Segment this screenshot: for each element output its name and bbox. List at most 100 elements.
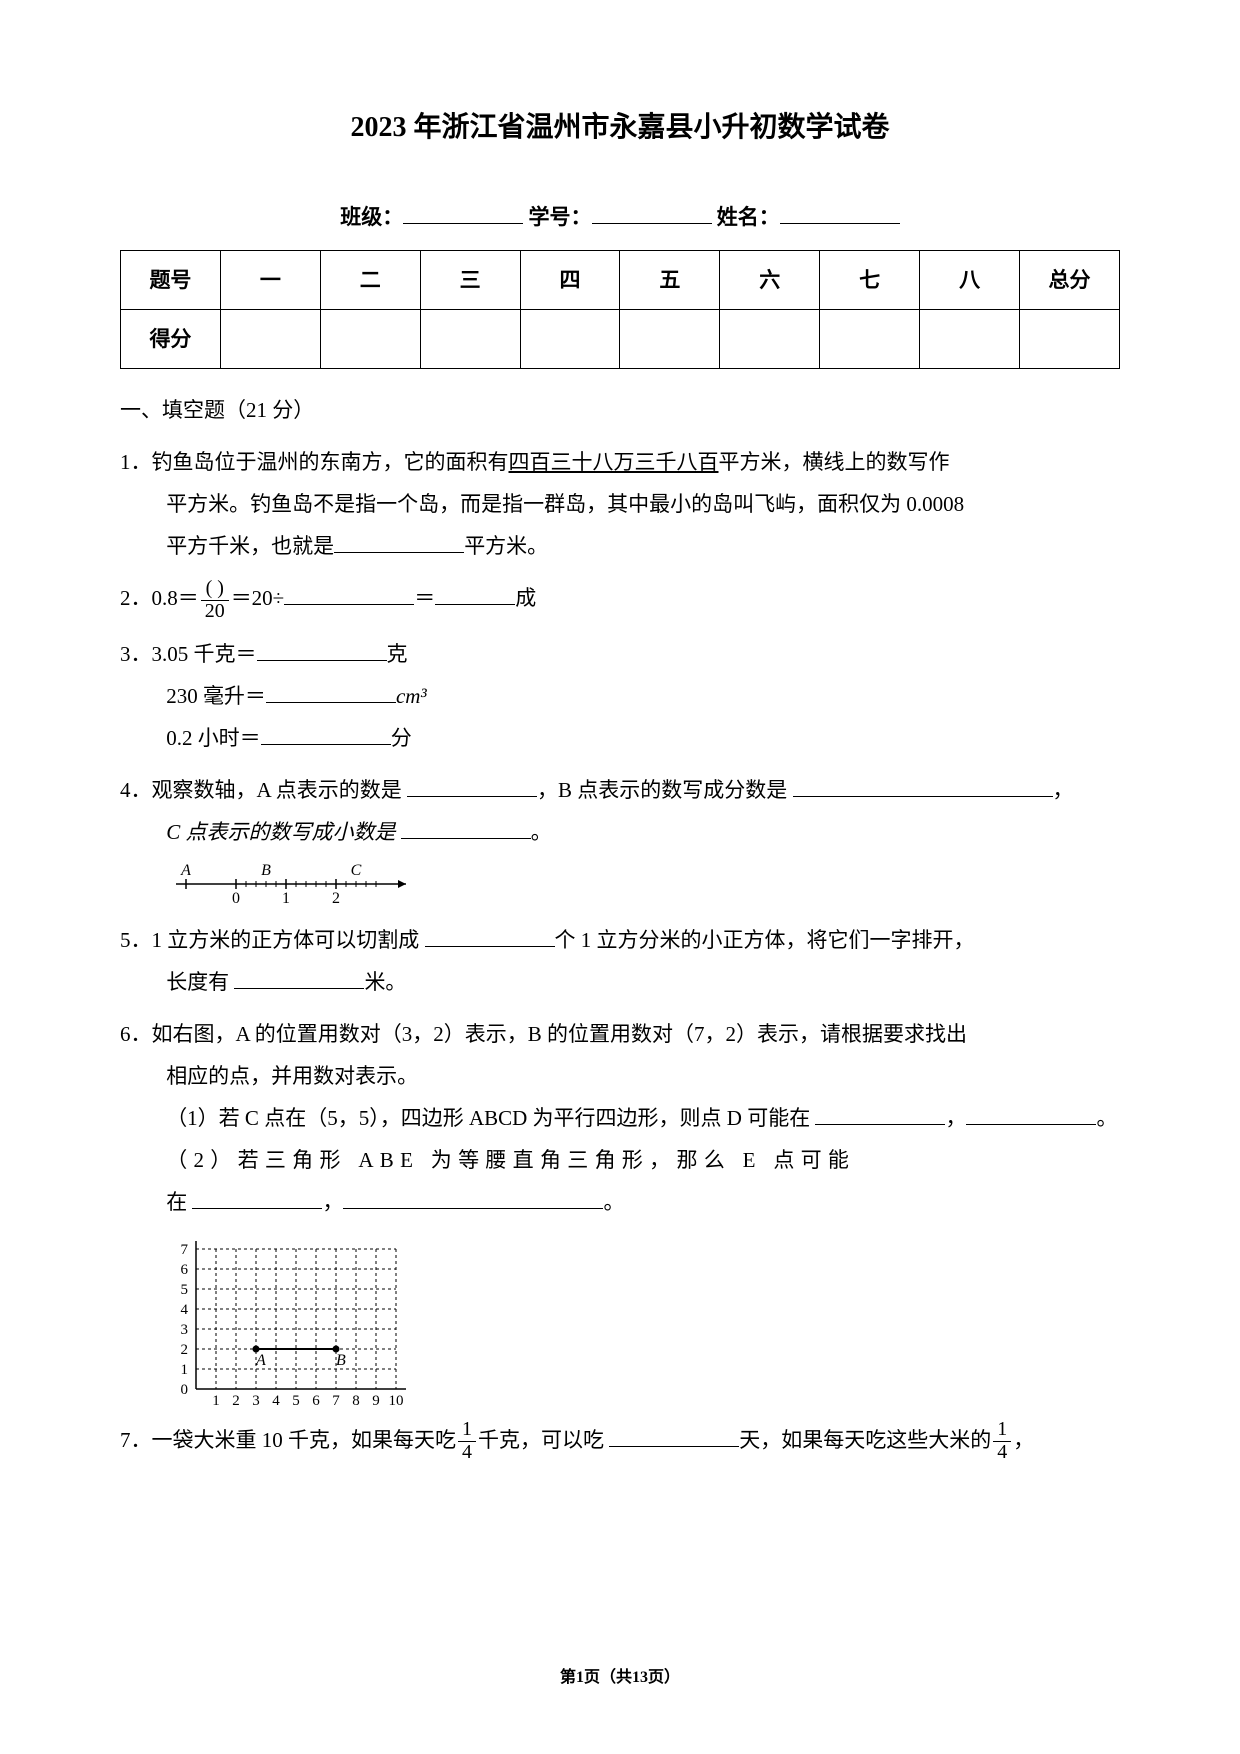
q2-blank2[interactable] xyxy=(435,581,515,605)
cell-2[interactable] xyxy=(320,310,420,369)
cell-1[interactable] xyxy=(220,310,320,369)
q6-line2: 相应的点，并用数对表示。 xyxy=(120,1055,1120,1097)
exam-title: 2023 年浙江省温州市永嘉县小升初数学试卷 xyxy=(120,100,1120,156)
q2-t4: 成 xyxy=(515,586,536,610)
svg-text:B: B xyxy=(336,1352,346,1369)
svg-text:0: 0 xyxy=(181,1382,189,1398)
cell-total[interactable] xyxy=(1020,310,1120,369)
q6-p1a: （1）若 C 点在（5，5），四边形 ABCD 为平行四边形，则点 D 可能在 xyxy=(166,1106,810,1130)
q3-blank1[interactable] xyxy=(257,637,387,661)
q2-blank1[interactable] xyxy=(284,581,414,605)
col-2: 二 xyxy=(320,251,420,310)
row-label: 得分 xyxy=(121,310,221,369)
q4-t1: 观察数轴，A 点表示的数是 xyxy=(152,778,402,802)
q2-t3: ＝ xyxy=(414,586,435,610)
q5-blank2[interactable] xyxy=(234,965,364,989)
q7-t1: 一袋大米重 10 千克，如果每天吃 xyxy=(152,1428,457,1452)
svg-text:6: 6 xyxy=(181,1262,189,1278)
id-blank[interactable] xyxy=(592,200,712,224)
q6-p2b: 在 xyxy=(166,1190,187,1214)
svg-text:1: 1 xyxy=(282,890,290,907)
q6-part2: （2）若三角形 ABE 为等腰直角三角形，那么 E 点可能 xyxy=(120,1139,1120,1181)
cell-3[interactable] xyxy=(420,310,520,369)
q7-frac1: 14 xyxy=(458,1419,476,1464)
q1-line3: 平方千米，也就是平方米。 xyxy=(120,525,1120,567)
q6-num: 6． xyxy=(120,1013,152,1055)
q6-p2a: （2）若三角形 ABE 为等腰直角三角形，那么 E 点可能 xyxy=(166,1148,855,1172)
col-5: 五 xyxy=(620,251,720,310)
question-3: 3．3.05 千克＝克 230 毫升＝cm³ 0.2 小时＝分 xyxy=(120,633,1120,759)
q7-f1-bot: 4 xyxy=(458,1442,476,1464)
svg-text:4: 4 xyxy=(181,1302,189,1318)
q6-t1: 如右图，A 的位置用数对（3，2）表示，B 的位置用数对（7，2）表示，请根据要… xyxy=(152,1022,968,1046)
question-7: 7．一袋大米重 10 千克，如果每天吃14千克，可以吃 天，如果每天吃这些大米的… xyxy=(120,1419,1120,1465)
name-blank[interactable] xyxy=(780,200,900,224)
cell-8[interactable] xyxy=(920,310,1020,369)
q1-line2: 平方米。钓鱼岛不是指一个岛，而是指一群岛，其中最小的岛叫飞屿，面积仅为 0.00… xyxy=(120,483,1120,525)
svg-text:3: 3 xyxy=(252,1393,260,1409)
q7-f2-bot: 4 xyxy=(993,1442,1011,1464)
q7-blank1[interactable] xyxy=(609,1423,739,1447)
q3-blank3[interactable] xyxy=(261,721,391,745)
svg-text:2: 2 xyxy=(332,890,340,907)
number-line-figure: A B C 0 1 2 xyxy=(166,859,426,909)
svg-text:2: 2 xyxy=(181,1342,189,1358)
svg-text:1: 1 xyxy=(212,1393,220,1409)
q6-p2-blank1[interactable] xyxy=(192,1185,322,1209)
svg-text:9: 9 xyxy=(372,1393,380,1409)
svg-text:5: 5 xyxy=(181,1282,189,1298)
student-info-line: 班级： 学号： 姓名： xyxy=(120,196,1120,238)
q5-blank1[interactable] xyxy=(425,923,555,947)
q6-p1-blank2[interactable] xyxy=(966,1101,1096,1125)
svg-text:0: 0 xyxy=(232,890,240,907)
svg-text:7: 7 xyxy=(181,1242,189,1258)
svg-text:A: A xyxy=(180,862,191,879)
q3-blank2[interactable] xyxy=(266,679,396,703)
q1-t1: 钓鱼岛位于温州的东南方，它的面积有 xyxy=(152,450,509,474)
svg-text:4: 4 xyxy=(272,1393,280,1409)
q4-num: 4． xyxy=(120,769,152,811)
q6-p1b: ， xyxy=(945,1106,966,1130)
coordinate-grid-figure: 7 6 5 4 3 2 1 0 1 2 3 4 5 6 7 8 9 10 A B xyxy=(166,1229,426,1409)
q6-p2-blank2[interactable] xyxy=(343,1185,603,1209)
cell-6[interactable] xyxy=(720,310,820,369)
score-table: 题号 一 二 三 四 五 六 七 八 总分 得分 xyxy=(120,250,1120,369)
svg-text:6: 6 xyxy=(312,1393,320,1409)
score-value-row: 得分 xyxy=(121,310,1120,369)
q4-blank2[interactable] xyxy=(793,773,1053,797)
section1-title: 一、填空题（21 分） xyxy=(120,389,1120,431)
page-footer: 第1页（共13页） xyxy=(0,1662,1240,1694)
col-total: 总分 xyxy=(1020,251,1120,310)
cell-7[interactable] xyxy=(820,310,920,369)
q3-l2a: 230 毫升＝ xyxy=(166,684,266,708)
q7-t3: 天，如果每天吃这些大米的 xyxy=(739,1428,991,1452)
q6-p2c: ， xyxy=(322,1190,343,1214)
q3-num: 3． xyxy=(120,633,152,675)
q5-num: 5． xyxy=(120,919,152,961)
q6-p2d: 。 xyxy=(603,1190,624,1214)
svg-text:8: 8 xyxy=(352,1393,360,1409)
svg-text:A: A xyxy=(255,1352,266,1369)
q1-t2: 平方米，横线上的数写作 xyxy=(719,450,950,474)
col-4: 四 xyxy=(520,251,620,310)
question-5: 5．1 立方米的正方体可以切割成 个 1 立方分米的小正方体，将它们一字排开， … xyxy=(120,919,1120,1003)
q3-l1b: 克 xyxy=(387,642,408,666)
col-1: 一 xyxy=(220,251,320,310)
q4-line2: C 点表示的数写成小数是 。 xyxy=(120,811,1120,853)
q4-t5: 。 xyxy=(531,820,552,844)
q2-frac-top: ( ) xyxy=(201,578,229,601)
class-blank[interactable] xyxy=(403,200,523,224)
cell-4[interactable] xyxy=(520,310,620,369)
svg-text:7: 7 xyxy=(332,1393,340,1409)
q2-frac: ( )20 xyxy=(201,578,229,623)
q4-t3: ， xyxy=(1053,778,1074,802)
q4-t2: ，B 点表示的数写成分数是 xyxy=(537,778,787,802)
q6-p1-blank1[interactable] xyxy=(815,1101,945,1125)
q4-blank3[interactable] xyxy=(401,815,531,839)
q1-blank[interactable] xyxy=(334,529,464,553)
cell-5[interactable] xyxy=(620,310,720,369)
id-label: 学号： xyxy=(529,205,592,229)
q6-p1c: 。 xyxy=(1096,1106,1117,1130)
q4-blank1[interactable] xyxy=(407,773,537,797)
class-label: 班级： xyxy=(340,205,403,229)
